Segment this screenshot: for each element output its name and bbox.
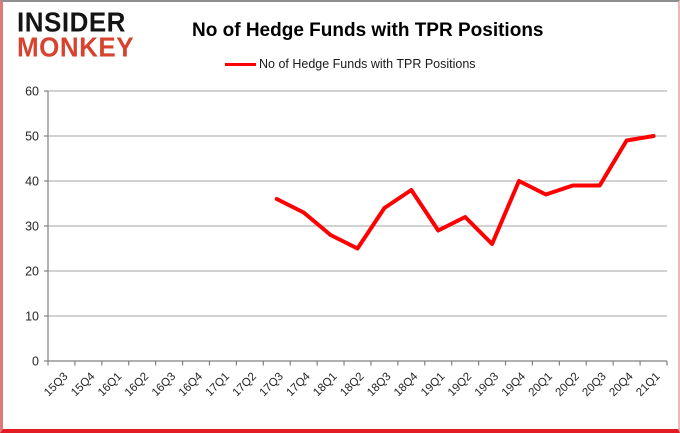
x-tick-label: 18Q1	[311, 371, 339, 399]
legend-label: No of Hedge Funds with TPR Positions	[259, 57, 476, 71]
x-tick-label: 16Q3	[150, 371, 178, 399]
chart-title: No of Hedge Funds with TPR Positions	[192, 20, 544, 41]
y-tick-label: 50	[25, 130, 39, 144]
x-tick-label: 20Q4	[607, 370, 636, 399]
x-tick-label: 19Q1	[419, 371, 447, 399]
insider-monkey-logo: INSIDER MONKEY	[17, 6, 135, 64]
x-tick-label: 17Q1	[204, 371, 232, 399]
x-tick-label: 19Q3	[473, 371, 501, 399]
legend-line-swatch	[225, 62, 256, 66]
logo-monkey: MONKEY	[17, 31, 135, 64]
x-tick-label: 20Q1	[527, 371, 555, 399]
x-tick-label: 15Q3	[42, 371, 70, 399]
y-tick-label: 60	[25, 85, 39, 99]
data-series-line	[274, 134, 656, 251]
chart-legend: No of Hedge Funds with TPR Positions	[225, 57, 476, 71]
x-tick-label: 15Q4	[69, 370, 98, 399]
y-tick-label: 40	[25, 175, 39, 189]
x-tick-label: 17Q3	[257, 371, 285, 399]
x-tick-label: 16Q1	[96, 371, 124, 399]
y-tick-label: 20	[25, 265, 39, 279]
x-tick-label: 17Q2	[231, 371, 259, 399]
x-tick-label: 18Q4	[392, 370, 421, 399]
y-tick-label: 0	[32, 355, 39, 369]
x-tick-label: 19Q2	[446, 371, 474, 399]
x-tick-label: 21Q1	[634, 371, 662, 399]
x-tick-label: 16Q2	[123, 371, 151, 399]
x-tick-label: 18Q3	[365, 371, 393, 399]
x-tick-label: 17Q4	[284, 370, 313, 399]
y-tick-label: 30	[25, 220, 39, 234]
y-tick-label: 10	[25, 310, 39, 324]
logo-insider: INSIDER	[17, 6, 126, 38]
x-tick-label: 20Q2	[554, 371, 582, 399]
x-tick-label: 16Q4	[177, 370, 206, 399]
line-chart: 010203040506015Q315Q416Q116Q216Q316Q417Q…	[25, 85, 668, 399]
x-tick-label: 19Q4	[500, 370, 529, 399]
x-tick-label: 18Q2	[338, 371, 366, 399]
x-tick-label: 20Q3	[580, 371, 608, 399]
